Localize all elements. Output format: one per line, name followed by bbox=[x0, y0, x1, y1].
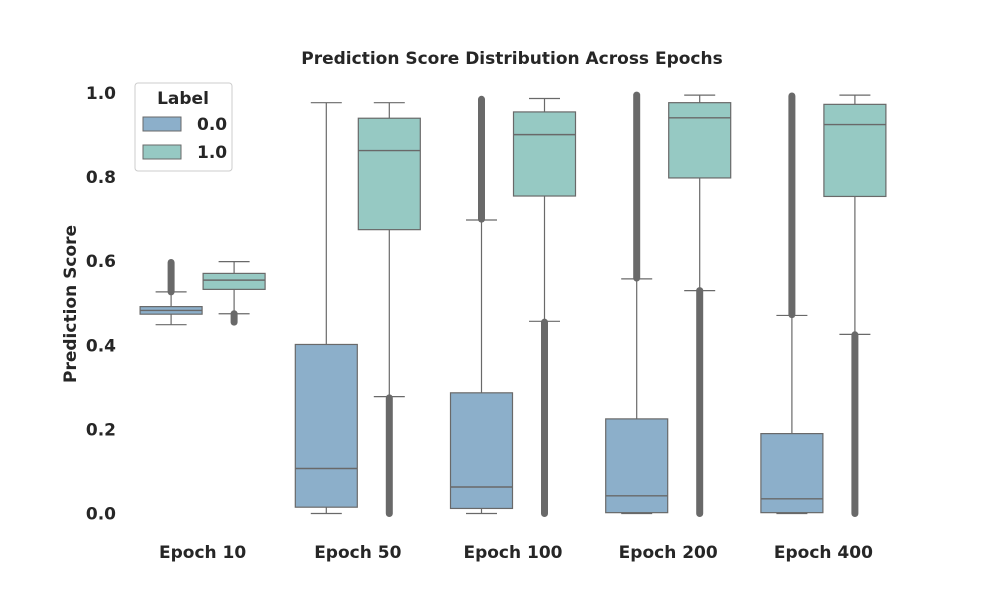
box-iqr bbox=[449, 392, 514, 510]
box-group bbox=[202, 261, 266, 326]
legend-swatch-1 bbox=[142, 144, 182, 160]
x-axis-ticks: Epoch 10 Epoch 50 Epoch 100 Epoch 200 Epoch … bbox=[159, 543, 873, 563]
box-groups bbox=[139, 91, 887, 517]
legend-label-0: 0.0 bbox=[197, 115, 227, 135]
x-tick-label: Epoch 400 bbox=[774, 543, 873, 563]
x-tick-label: Epoch 50 bbox=[314, 543, 401, 563]
box-group bbox=[760, 92, 824, 515]
legend: Label 0.0 1.0 bbox=[134, 82, 233, 172]
x-tick-label: Epoch 100 bbox=[463, 543, 562, 563]
box-iqr bbox=[294, 343, 358, 508]
box-group bbox=[139, 258, 203, 326]
box-iqr bbox=[668, 102, 732, 179]
box-iqr bbox=[760, 433, 824, 514]
y-axis-ticks: 0.0 0.2 0.4 0.6 0.8 1.0 bbox=[86, 84, 116, 525]
y-tick-label: 0.6 bbox=[86, 252, 116, 272]
y-tick-label: 0.2 bbox=[86, 420, 116, 440]
box-group bbox=[449, 95, 514, 515]
chart-title: Prediction Score Distribution Across Epo… bbox=[301, 49, 722, 69]
y-tick-label: 1.0 bbox=[86, 84, 116, 104]
y-tick-label: 0.8 bbox=[86, 168, 116, 188]
box-group bbox=[605, 91, 669, 515]
y-tick-label: 0.0 bbox=[86, 505, 116, 525]
box-iqr bbox=[605, 418, 669, 514]
box-iqr bbox=[512, 111, 577, 197]
box-group bbox=[668, 94, 732, 517]
box-group bbox=[512, 97, 577, 517]
legend-title: Label bbox=[157, 89, 209, 109]
box-iqr bbox=[823, 103, 887, 198]
box-group bbox=[294, 102, 358, 515]
box-group bbox=[823, 94, 887, 517]
y-axis-label: Prediction Score bbox=[61, 225, 81, 383]
y-tick-label: 0.4 bbox=[86, 336, 116, 356]
legend-swatch-0 bbox=[142, 116, 182, 132]
x-tick-label: Epoch 200 bbox=[619, 543, 718, 563]
box-group bbox=[357, 102, 421, 517]
box-iqr bbox=[202, 272, 266, 290]
legend-label-1: 1.0 bbox=[197, 143, 227, 163]
x-tick-label: Epoch 10 bbox=[159, 543, 246, 563]
box-iqr bbox=[357, 117, 421, 231]
